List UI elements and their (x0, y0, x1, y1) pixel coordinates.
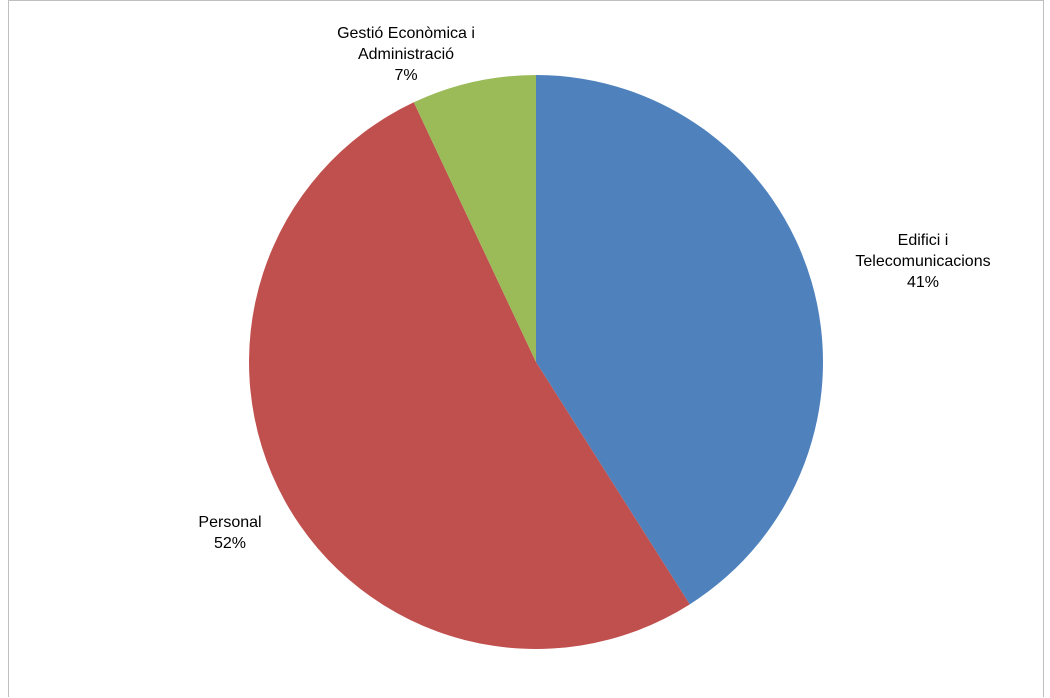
pie-slice-2 (413, 75, 536, 362)
pie-label-percent: 52% (214, 535, 246, 552)
pie-label-percent: 7% (394, 67, 417, 84)
pie-label-category: Personal (198, 514, 261, 531)
pie-slices (249, 75, 823, 649)
pie-label-category: Edifici i (898, 232, 949, 249)
pie-label-category: Administració (358, 46, 454, 63)
pie-slice-0 (536, 75, 823, 605)
pie-label-category: Gestió Econòmica i (337, 25, 475, 42)
pie-labels: Edifici i Telecomunicacions 41% Personal 52%… (198, 25, 990, 552)
pie-label-percent: 41% (907, 274, 939, 291)
pie-label-2: Gestió Econòmica i Administració 7% (337, 25, 475, 84)
pie-label-0: Edifici i Telecomunicacions 41% (855, 232, 990, 291)
pie-label-1: Personal 52% (198, 514, 261, 552)
pie-slice-1 (249, 102, 690, 649)
pie-label-category: Telecomunicacions (855, 253, 990, 270)
